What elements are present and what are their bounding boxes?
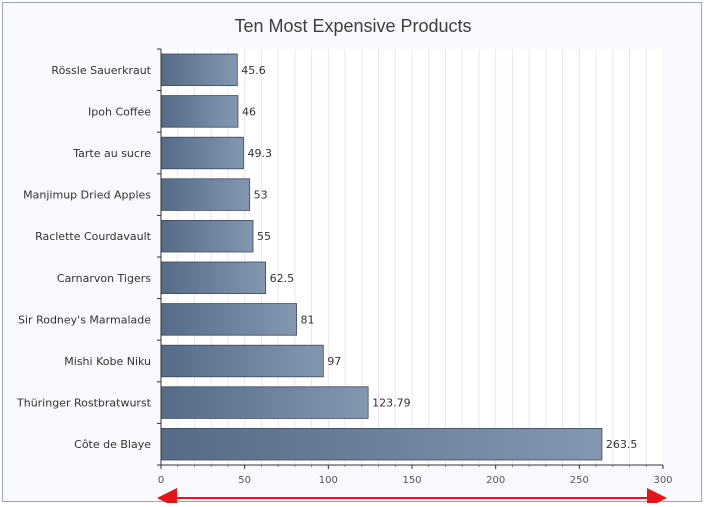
value-label: 45.6 (241, 64, 266, 77)
value-label: 49.3 (247, 147, 272, 160)
x-tick-label: 300 (653, 475, 672, 486)
bar (160, 303, 297, 336)
bar (160, 136, 244, 170)
x-tick-label: 200 (486, 475, 505, 486)
value-label: 62.5 (270, 272, 295, 285)
value-label: 46 (242, 105, 256, 118)
category-label: Manjimup Dried Apples (23, 189, 151, 202)
bar (160, 95, 239, 128)
value-label: 123.79 (372, 397, 411, 410)
bar (160, 261, 266, 295)
bar (160, 53, 238, 87)
x-tick-label: 250 (570, 475, 589, 486)
x-tick-label: 150 (402, 475, 421, 486)
bar (160, 219, 254, 253)
bar (160, 178, 251, 211)
x-tick-label: 50 (238, 475, 251, 486)
category-label: Mishi Kobe Niku (64, 355, 151, 368)
x-tick-label: 100 (319, 475, 338, 486)
chart-title: Ten Most Expensive Products (234, 16, 471, 36)
category-label: Tarte au sucre (72, 147, 151, 160)
category-label: Thüringer Rostbratwurst (16, 397, 152, 410)
bar-chart: Ten Most Expensive Products 45.6 46 49.3 53… (16, 16, 673, 503)
bar (160, 344, 324, 378)
axes: Rössle Sauerkraut Ipoh Coffee Tarte au suc… (16, 48, 673, 486)
chart-frame: Ten Most Expensive Products 45.6 46 49.3 53… (2, 2, 702, 503)
value-label: 81 (301, 313, 315, 326)
category-label: Raclette Courdavault (35, 230, 152, 243)
category-label: Rössle Sauerkraut (51, 64, 151, 77)
category-label: Côte de Blaye (74, 438, 151, 451)
bar (160, 427, 603, 461)
category-label: Ipoh Coffee (88, 105, 151, 118)
value-label: 53 (254, 189, 268, 202)
bars: 45.6 46 49.3 53 55 62.5 81 97 123.79 263.5 (160, 53, 638, 461)
value-label: 55 (257, 230, 271, 243)
category-label: Carnarvon Tigers (57, 272, 151, 285)
value-label: 263.5 (606, 438, 638, 451)
bar (160, 386, 369, 419)
category-label: Sir Rodney's Marmalade (18, 313, 151, 326)
value-label: 97 (327, 355, 341, 368)
x-tick-label: 0 (158, 475, 164, 486)
